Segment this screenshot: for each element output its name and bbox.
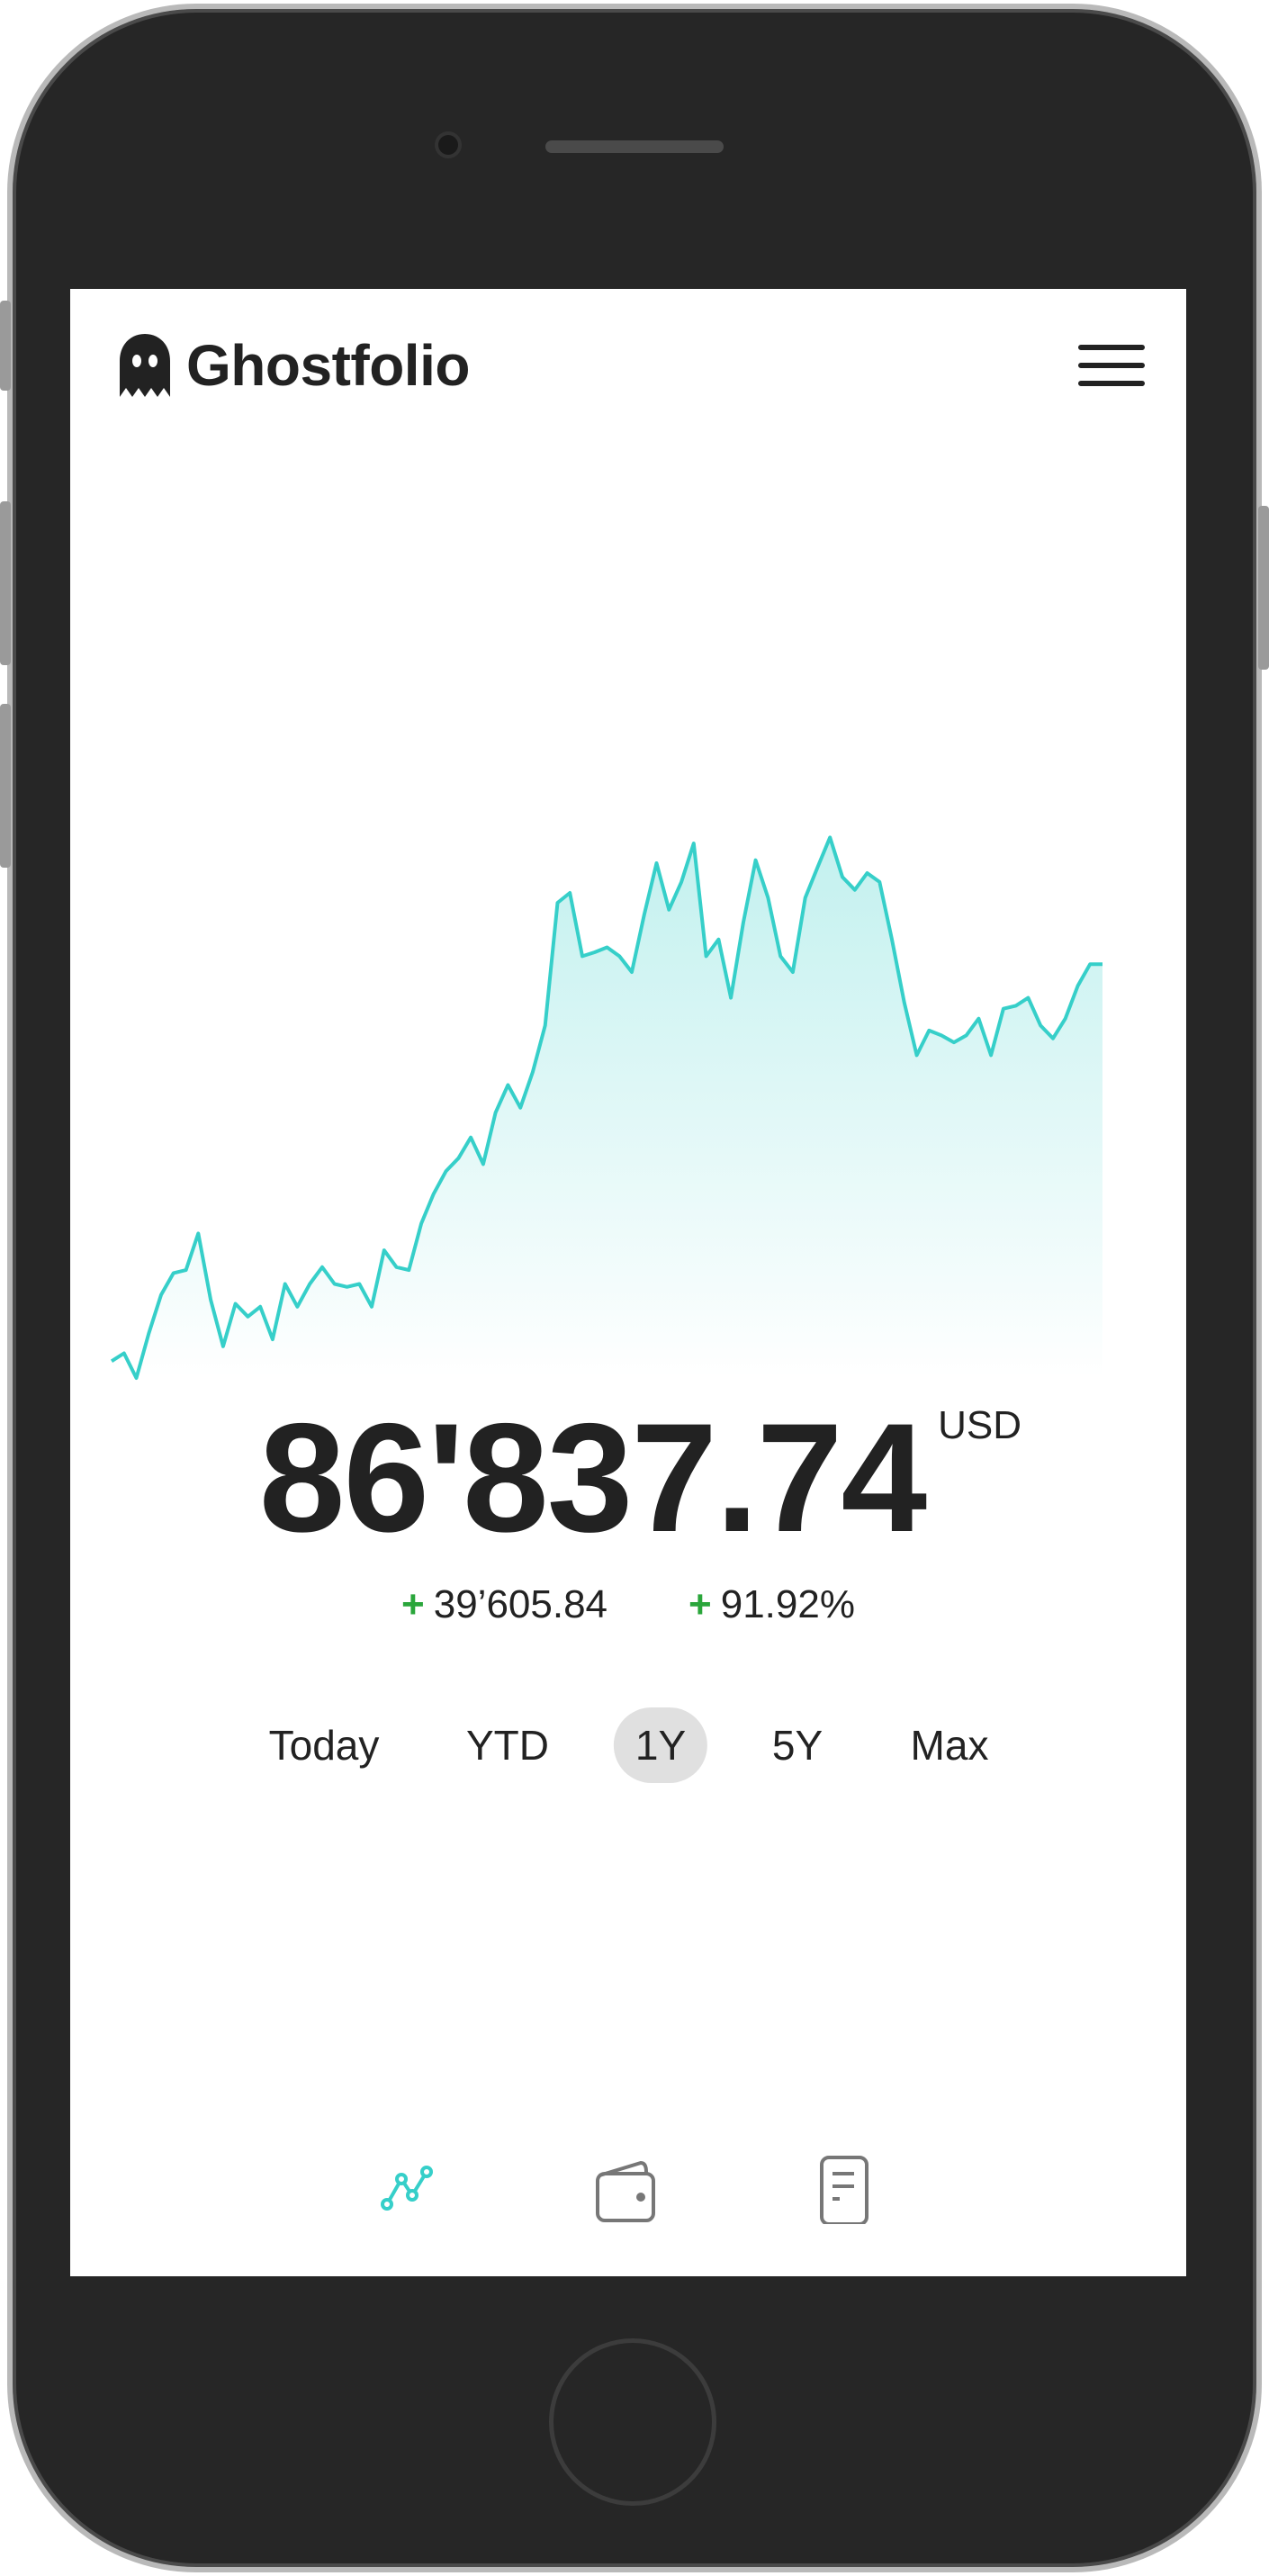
document-icon bbox=[820, 2156, 868, 2226]
nav-analytics[interactable] bbox=[376, 2152, 448, 2224]
ghost-icon bbox=[120, 334, 170, 397]
plus-sign: + bbox=[401, 1582, 425, 1626]
analytics-line-icon bbox=[381, 2166, 433, 2211]
app-logo[interactable]: Ghostfolio bbox=[120, 332, 470, 399]
portfolio-value-amount: 86'837.74 bbox=[258, 1392, 927, 1564]
period-today[interactable]: Today bbox=[268, 1722, 380, 1769]
app-title: Ghostfolio bbox=[186, 333, 470, 398]
percent-change: +91.92% bbox=[688, 1582, 855, 1627]
mute-switch bbox=[0, 301, 11, 391]
speaker-grille bbox=[545, 140, 724, 153]
power-button bbox=[1258, 506, 1269, 670]
period-5y[interactable]: 5Y bbox=[771, 1722, 824, 1769]
hamburger-menu-icon[interactable] bbox=[1078, 345, 1145, 386]
volume-down-button bbox=[0, 704, 11, 868]
portfolio-value-group: 86'837.74 USD bbox=[259, 1401, 1022, 1555]
period-1y[interactable]: 1Y bbox=[613, 1707, 708, 1783]
period-selector: Today YTD 1Y 5Y Max bbox=[70, 1707, 1186, 1783]
period-max[interactable]: Max bbox=[910, 1722, 989, 1769]
wallet-icon bbox=[596, 2160, 655, 2222]
percent-change-value: 91.92% bbox=[720, 1582, 855, 1626]
volume-up-button bbox=[0, 501, 11, 665]
absolute-change-value: 39’605.84 bbox=[433, 1582, 608, 1626]
portfolio-performance-chart bbox=[110, 835, 1102, 1380]
nav-holdings[interactable] bbox=[592, 2152, 664, 2224]
chart-area-fill bbox=[112, 837, 1102, 1378]
portfolio-value: 86'837.74 USD bbox=[70, 1401, 1114, 1555]
plus-sign: + bbox=[688, 1582, 712, 1626]
nav-activities[interactable] bbox=[809, 2152, 881, 2226]
front-camera bbox=[438, 135, 458, 155]
period-ytd[interactable]: YTD bbox=[466, 1722, 549, 1769]
absolute-change: +39’605.84 bbox=[401, 1582, 608, 1627]
chart-series-line bbox=[110, 835, 1102, 1380]
app-screen: Ghostfolio 86'837.74 USD +39’605.84 +91.… bbox=[70, 289, 1186, 2276]
currency-label: USD bbox=[938, 1403, 1022, 1447]
performance-summary: +39’605.84 +91.92% bbox=[70, 1582, 1186, 1627]
home-button[interactable] bbox=[549, 2338, 716, 2506]
